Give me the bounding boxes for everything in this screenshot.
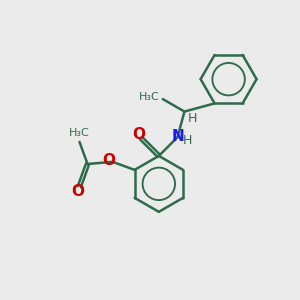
Text: H: H xyxy=(188,112,197,124)
Text: N: N xyxy=(172,129,184,144)
Text: O: O xyxy=(133,127,146,142)
Text: H: H xyxy=(183,134,193,147)
Text: H₃C: H₃C xyxy=(69,128,90,138)
Text: O: O xyxy=(102,153,115,168)
Text: H₃C: H₃C xyxy=(139,92,160,102)
Text: O: O xyxy=(71,184,84,199)
